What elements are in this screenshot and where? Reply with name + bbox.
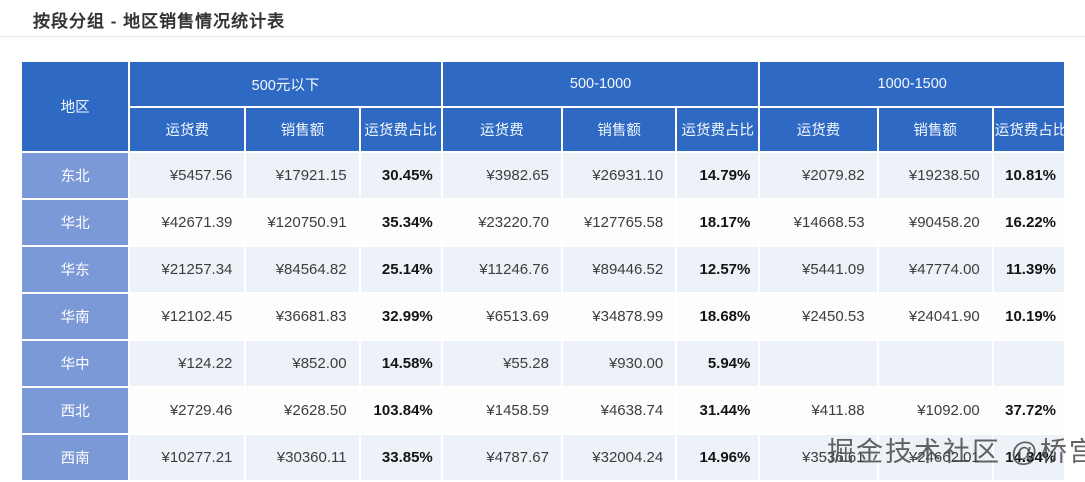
row-header-region: 东北 (22, 153, 129, 198)
row-header-region: 华北 (22, 200, 129, 245)
table-row: 华东 ¥21257.34 ¥84564.82 25.14% ¥11246.76 … (22, 247, 1064, 292)
cell-freight: ¥3536.61 (760, 435, 877, 480)
cell-freight: ¥21257.34 (130, 247, 245, 292)
cell-freight: ¥12102.45 (130, 294, 245, 339)
cell-freight: ¥3982.65 (442, 153, 561, 198)
cell-sales: ¥1092.00 (878, 388, 992, 433)
cell-freight: ¥411.88 (760, 388, 877, 433)
column-header-sales: 销售额 (878, 108, 992, 151)
cell-freight-ratio: 5.94% (677, 341, 759, 386)
column-header-freight-ratio: 运货费占比 (677, 108, 759, 151)
cell-sales: ¥34878.99 (562, 294, 676, 339)
title-divider (0, 36, 1085, 37)
table-row: 华南 ¥12102.45 ¥36681.83 32.99% ¥6513.69 ¥… (22, 294, 1064, 339)
column-header-region: 地区 (22, 62, 129, 151)
cell-sales: ¥89446.52 (562, 247, 676, 292)
cell-freight: ¥11246.76 (442, 247, 561, 292)
cell-sales: ¥17921.15 (246, 153, 359, 198)
sub-header-row: 运货费 销售额 运货费占比 运货费 销售额 运货费占比 运货费 销售额 运货费占… (22, 108, 1064, 151)
group-header-1000-1500: 1000-1500 (760, 62, 1064, 106)
page-title: 按段分组 - 地区销售情况统计表 (33, 12, 286, 31)
table-row: 华中 ¥124.22 ¥852.00 14.58% ¥55.28 ¥930.00… (22, 341, 1064, 386)
table-row: 西南 ¥10277.21 ¥30360.11 33.85% ¥4787.67 ¥… (22, 435, 1064, 480)
cell-freight: ¥6513.69 (442, 294, 561, 339)
column-header-sales: 销售额 (562, 108, 676, 151)
cell-sales: ¥26931.10 (562, 153, 676, 198)
region-sales-table: 地区 500元以下 500-1000 1000-1500 运货费 销售额 运货费… (20, 60, 1066, 482)
cell-sales: ¥24041.90 (878, 294, 992, 339)
cell-freight: ¥1458.59 (442, 388, 561, 433)
cell-freight-ratio: 103.84% (360, 388, 441, 433)
table-row: 华北 ¥42671.39 ¥120750.91 35.34% ¥23220.70… (22, 200, 1064, 245)
cell-freight: ¥2450.53 (760, 294, 877, 339)
column-header-freight: 运货费 (442, 108, 561, 151)
cell-freight: ¥23220.70 (442, 200, 561, 245)
cell-freight: ¥55.28 (442, 341, 561, 386)
cell-freight-ratio: 10.81% (993, 153, 1064, 198)
cell-sales: ¥127765.58 (562, 200, 676, 245)
cell-freight: ¥10277.21 (130, 435, 245, 480)
cell-sales: ¥930.00 (562, 341, 676, 386)
cell-freight-ratio: 11.39% (993, 247, 1064, 292)
cell-freight: ¥42671.39 (130, 200, 245, 245)
cell-freight-ratio: 35.34% (360, 200, 441, 245)
cell-freight-ratio: 30.45% (360, 153, 441, 198)
cell-freight (760, 341, 877, 386)
cell-freight-ratio: 25.14% (360, 247, 441, 292)
row-header-region: 西南 (22, 435, 129, 480)
column-header-freight-ratio: 运货费占比 (360, 108, 441, 151)
column-header-sales: 销售额 (246, 108, 359, 151)
cell-sales: ¥19238.50 (878, 153, 992, 198)
cell-freight-ratio: 10.19% (993, 294, 1064, 339)
column-header-freight: 运货费 (130, 108, 245, 151)
cell-sales: ¥84564.82 (246, 247, 359, 292)
cell-freight-ratio: 37.72% (993, 388, 1064, 433)
cell-freight-ratio: 31.44% (677, 388, 759, 433)
cell-sales: ¥120750.91 (246, 200, 359, 245)
table-row: 西北 ¥2729.46 ¥2628.50 103.84% ¥1458.59 ¥4… (22, 388, 1064, 433)
cell-freight: ¥5457.56 (130, 153, 245, 198)
cell-sales: ¥36681.83 (246, 294, 359, 339)
row-header-region: 西北 (22, 388, 129, 433)
cell-freight-ratio: 18.68% (677, 294, 759, 339)
row-header-region: 华中 (22, 341, 129, 386)
cell-freight-ratio: 14.58% (360, 341, 441, 386)
cell-freight-ratio: 33.85% (360, 435, 441, 480)
cell-freight-ratio: 14.79% (677, 153, 759, 198)
cell-sales: ¥47774.00 (878, 247, 992, 292)
column-header-freight: 运货费 (760, 108, 877, 151)
group-header-row: 地区 500元以下 500-1000 1000-1500 (22, 62, 1064, 151)
cell-freight-ratio: 32.99% (360, 294, 441, 339)
cell-sales: ¥30360.11 (246, 435, 359, 480)
group-header-under-500: 500元以下 (130, 62, 441, 106)
cell-sales: ¥4638.74 (562, 388, 676, 433)
cell-freight-ratio (993, 341, 1064, 386)
cell-freight-ratio: 18.17% (677, 200, 759, 245)
cell-sales: ¥2628.50 (246, 388, 359, 433)
cell-freight: ¥2079.82 (760, 153, 877, 198)
cell-freight: ¥14668.53 (760, 200, 877, 245)
row-header-region: 华东 (22, 247, 129, 292)
cell-freight-ratio: 12.57% (677, 247, 759, 292)
cell-freight-ratio: 14.96% (677, 435, 759, 480)
watermark-text: 掘金技术社区 @桥宫 (827, 437, 1085, 467)
group-header-500-1000: 500-1000 (442, 62, 759, 106)
cell-sales: ¥24662.01 (878, 435, 992, 480)
row-header-region: 华南 (22, 294, 129, 339)
cell-sales: ¥852.00 (246, 341, 359, 386)
column-header-freight-ratio: 运货费占比 (993, 108, 1064, 151)
cell-freight: ¥4787.67 (442, 435, 561, 480)
cell-freight-ratio: 14.34% (993, 435, 1064, 480)
table-row: 东北 ¥5457.56 ¥17921.15 30.45% ¥3982.65 ¥2… (22, 153, 1064, 198)
cell-sales: ¥90458.20 (878, 200, 992, 245)
cell-freight: ¥124.22 (130, 341, 245, 386)
cell-sales (878, 341, 992, 386)
cell-freight-ratio: 16.22% (993, 200, 1064, 245)
cell-freight: ¥2729.46 (130, 388, 245, 433)
cell-sales: ¥32004.24 (562, 435, 676, 480)
cell-freight: ¥5441.09 (760, 247, 877, 292)
